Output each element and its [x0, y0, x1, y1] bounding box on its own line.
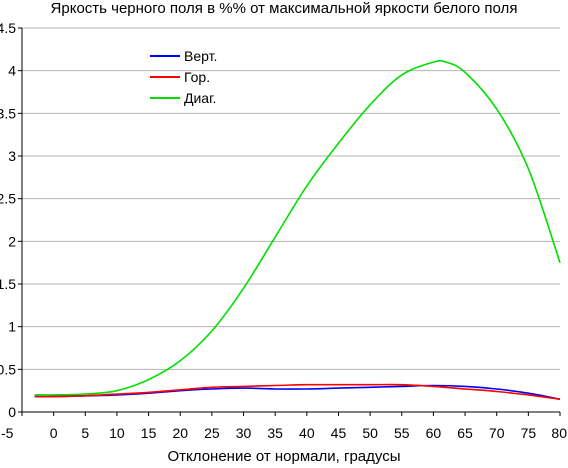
x-tick-label-6: 25 [204, 425, 220, 441]
x-tick-label-10: 45 [331, 425, 347, 441]
x-tick-label-16: 75 [521, 425, 537, 441]
y-tick-label-4: 2 [8, 233, 16, 249]
legend-label-1: Гор. [184, 69, 210, 85]
x-tick-label-5: 20 [172, 425, 188, 441]
x-tick-label-3: 10 [109, 425, 125, 441]
series-line-0 [34, 384, 561, 400]
x-tick-label-8: 35 [267, 425, 283, 441]
y-tick-label-1: 0.5 [0, 361, 16, 377]
series-line-2 [34, 59, 561, 396]
legend-label-2: Диаг. [184, 90, 216, 106]
y-tick-label-5: 2.5 [0, 191, 16, 207]
series-line-1 [34, 383, 561, 400]
y-tick-label-8: 4 [8, 63, 16, 79]
x-tick-label-9: 40 [299, 425, 315, 441]
x-tick-label-2: 5 [81, 425, 89, 441]
x-tick-label-4: 15 [141, 425, 157, 441]
x-tick-label-17: 80 [551, 425, 567, 441]
x-tick-label-7: 30 [236, 425, 252, 441]
x-tick-label-12: 55 [394, 425, 410, 441]
grid-lines [22, 27, 560, 370]
y-tick-label-6: 3 [8, 148, 16, 164]
x-tick-label-1: 0 [50, 425, 58, 441]
legend: Верт. Гор. Диаг. [150, 48, 217, 106]
x-tick-label-11: 50 [362, 425, 378, 441]
x-tick-label-13: 60 [426, 425, 442, 441]
y-tick-label-0: 0 [8, 404, 16, 420]
y-axis-ticks: 0 0.5 1 1.5 2 2.5 3 3.5 4 4.5 [0, 20, 16, 420]
series-lines [34, 59, 561, 400]
y-tick-label-7: 3.5 [0, 105, 16, 121]
axes [18, 27, 561, 416]
x-tick-label-15: 70 [489, 425, 505, 441]
chart-title: Яркость черного поля в %% от максимально… [50, 0, 518, 17]
x-axis-ticks: -5 0 5 10 15 20 25 30 35 40 45 50 55 60 65 70 75 80 [1, 425, 567, 441]
legend-label-0: Верт. [184, 48, 217, 64]
x-tick-label-14: 65 [457, 425, 473, 441]
x-tick-label-0: -5 [1, 425, 14, 441]
y-tick-label-3: 1.5 [0, 276, 16, 292]
y-tick-label-9: 4.5 [0, 20, 16, 36]
y-tick-label-2: 1 [8, 319, 16, 335]
x-axis-label: Отклонение от нормали, градусы [167, 448, 401, 465]
